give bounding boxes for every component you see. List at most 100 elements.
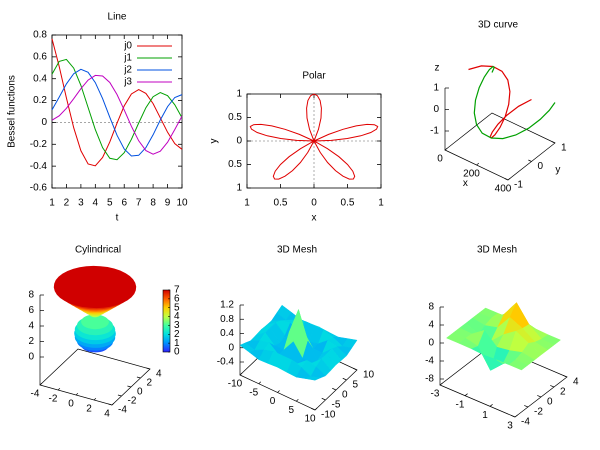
surface-ring — [81, 314, 109, 330]
x-tick-label: 9 — [165, 198, 171, 209]
legend-label: j3 — [123, 77, 132, 88]
y-tick-label: -10 — [321, 410, 336, 421]
y-tick — [332, 387, 337, 391]
y-tick-label: 0.2 — [33, 95, 47, 106]
y-tick — [551, 141, 556, 144]
y-tick-label: 0 — [538, 161, 544, 172]
x-tick — [296, 398, 299, 402]
colorbar-tick-label: 3 — [174, 320, 180, 331]
x-tick — [514, 414, 518, 418]
x-tick — [444, 147, 448, 151]
z-tick-label: 8 — [28, 290, 34, 301]
x-tick-label: 7 — [136, 198, 142, 209]
y-tick-label: -0.2 — [30, 139, 48, 150]
y-tick-label: -0.6 — [30, 183, 48, 194]
z-tick-label: 0.8 — [220, 314, 234, 325]
z-tick-label: -1 — [430, 126, 439, 137]
y-tick — [117, 394, 122, 397]
legend-label: j2 — [123, 65, 132, 76]
y-tick — [504, 178, 509, 181]
y-tick — [563, 375, 568, 378]
y-tick-label: 0.6 — [33, 51, 47, 62]
y-tick-label: 0 — [137, 387, 143, 398]
x-tick-label: -10 — [228, 379, 243, 390]
y-tick-label: 5 — [353, 380, 359, 391]
curve-3d — [468, 65, 532, 139]
x-axis-label: x — [463, 178, 468, 189]
x-tick-label: 0 — [311, 198, 317, 209]
x-tick — [39, 382, 43, 386]
z-tick-label: -0.4 — [217, 357, 235, 368]
colorbar-tick-label: 6 — [174, 293, 180, 304]
x-tick — [439, 382, 443, 386]
legend-label: j1 — [123, 53, 132, 64]
x-tick — [489, 404, 493, 407]
y-tick — [353, 367, 358, 371]
y-tick — [146, 367, 151, 370]
surface-ring — [53, 265, 137, 309]
z-tick-label: 1.2 — [220, 300, 234, 311]
x-tick-label: -4 — [31, 389, 40, 400]
x-tick-label: 400 — [495, 184, 512, 195]
x-tick — [111, 402, 115, 406]
x-tick-label: 2 — [86, 404, 92, 415]
x-tick-label: 1 — [378, 198, 384, 209]
x-axis-label: x — [312, 213, 317, 224]
y-axis-label: Bessel functions — [7, 75, 18, 148]
y-tick-label: -2 — [128, 396, 137, 407]
x-tick-label: 0 — [437, 154, 443, 165]
y-tick-label: -4 — [118, 405, 127, 416]
x-tick — [476, 162, 480, 166]
z-tick-label: 0 — [428, 338, 434, 349]
x-axis-label: t — [116, 213, 119, 224]
x-tick-label: 2 — [64, 198, 70, 209]
z-tick-label: 6 — [28, 305, 34, 316]
z-tick-label: 0 — [28, 352, 34, 363]
z-tick-label: 0.4 — [220, 328, 234, 339]
y-tick-label: 1 — [561, 143, 567, 154]
mesh-facet — [304, 376, 322, 381]
colorbar-tick-label: 5 — [174, 302, 180, 313]
y-tick-label: 10 — [363, 370, 375, 381]
y-tick — [342, 377, 347, 381]
x-tick-label: 10 — [176, 198, 188, 209]
x-tick — [464, 393, 468, 396]
y-tick-label: -2 — [534, 407, 543, 418]
y-tick — [524, 405, 529, 408]
chart-title: Cylindrical — [75, 245, 121, 256]
y-tick-label: 1 — [236, 183, 242, 194]
y-tick-label: 0.5 — [228, 112, 242, 123]
x-tick-label: 6 — [121, 198, 127, 209]
chart-title: Polar — [302, 71, 326, 82]
series-line — [51, 68, 183, 157]
z-tick-label: 0 — [228, 342, 234, 353]
x-tick-label: -3 — [431, 389, 440, 400]
z-tick-label: 1 — [433, 83, 439, 94]
y-tick — [321, 397, 326, 401]
z-tick-label: 4 — [28, 321, 34, 332]
z-axis-label: z — [435, 63, 440, 74]
y-tick-label: 4 — [573, 377, 579, 388]
x-tick — [93, 397, 97, 401]
colorbar-tick-label: 2 — [174, 329, 180, 340]
x-tick-label: 1 — [482, 410, 488, 421]
x-tick — [277, 390, 280, 393]
colorbar-tick-label: 0 — [174, 347, 180, 358]
polar-curve — [249, 93, 379, 180]
y-axis-label: y — [209, 139, 220, 144]
x-tick-label: 0.5 — [274, 198, 288, 209]
y-tick-label: 0.5 — [228, 159, 242, 170]
y-tick-label: 1 — [236, 89, 242, 100]
series-line — [51, 38, 183, 167]
y-tick — [136, 376, 141, 379]
x-tick — [314, 407, 318, 411]
x-tick-label: 0.5 — [341, 198, 355, 209]
y-tick — [550, 385, 555, 388]
curve-3d — [473, 65, 556, 140]
y-tick-label: 0 — [342, 390, 348, 401]
x-tick — [57, 387, 61, 391]
z-tick-label: 2 — [28, 336, 34, 347]
plot-frame — [51, 34, 183, 189]
x-tick-label: 8 — [150, 198, 156, 209]
